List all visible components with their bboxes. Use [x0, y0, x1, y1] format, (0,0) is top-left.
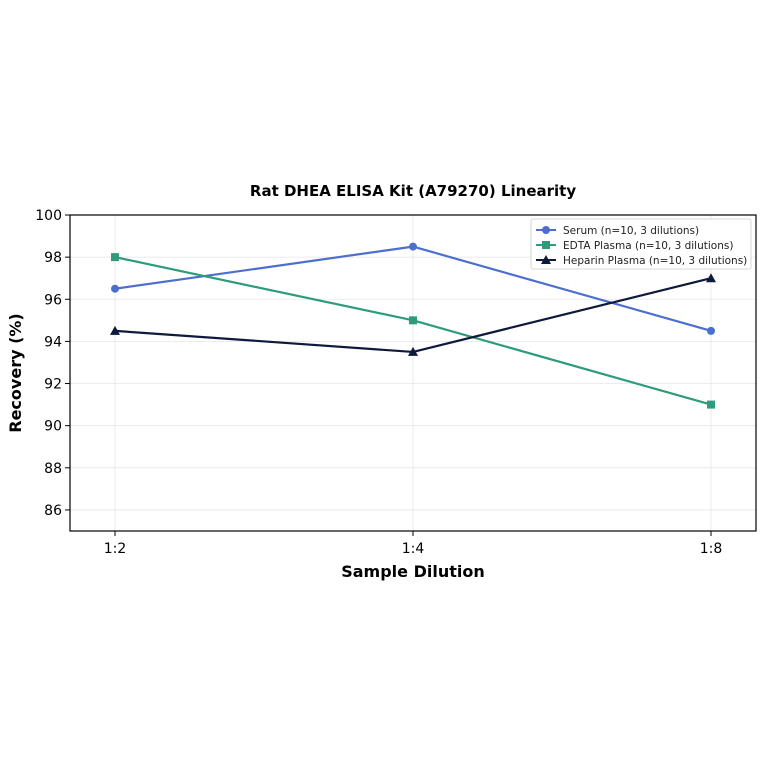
- y-axis-title: Recovery (%): [6, 313, 25, 432]
- legend-label: Serum (n=10, 3 dilutions): [563, 225, 699, 237]
- data-point: [707, 400, 715, 409]
- y-tick-label: 90: [44, 419, 62, 435]
- data-point: [706, 273, 716, 283]
- y-tick-label: 98: [44, 250, 62, 266]
- x-tick-label: 1:4: [402, 541, 425, 557]
- x-axis-title: Sample Dilution: [341, 562, 485, 581]
- data-point: [408, 346, 418, 356]
- data-point: [409, 316, 417, 325]
- legend-label: EDTA Plasma (n=10, 3 dilutions): [563, 240, 733, 252]
- y-tick-label: 86: [44, 503, 62, 519]
- x-tick-label: 1:2: [104, 541, 127, 557]
- data-point: [111, 284, 119, 293]
- legend-marker: [542, 241, 550, 249]
- legend-label: Heparin Plasma (n=10, 3 dilutions): [563, 255, 747, 267]
- legend-marker: [542, 226, 550, 234]
- y-tick-label: 96: [44, 292, 62, 308]
- data-point: [707, 326, 715, 335]
- legend: Serum (n=10, 3 dilutions) EDTA Plasma (n=…: [530, 218, 752, 270]
- axis-ticks: 86 88 90 92 94 96 98 100 1:2 1:4 1:8: [35, 208, 722, 557]
- data-point: [110, 325, 120, 335]
- data-point: [111, 253, 119, 262]
- chart-title: Rat DHEA ELISA Kit (A79270) Linearity: [250, 182, 576, 200]
- legend-box: [530, 218, 752, 270]
- data-point: [409, 242, 417, 251]
- y-tick-label: 100: [35, 208, 62, 224]
- legend-marker: [541, 255, 551, 264]
- y-tick-label: 88: [44, 461, 62, 477]
- y-tick-label: 94: [44, 334, 62, 350]
- x-tick-label: 1:8: [700, 541, 723, 557]
- y-tick-label: 92: [44, 377, 62, 393]
- series-layer: [110, 242, 716, 409]
